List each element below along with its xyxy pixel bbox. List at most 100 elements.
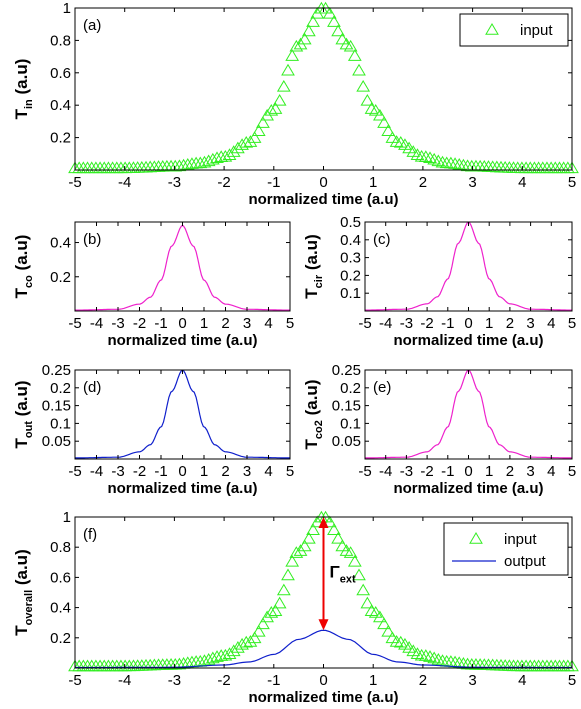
data-point bbox=[527, 659, 542, 672]
data-point bbox=[222, 647, 237, 659]
y-axis-label: Toverall (a.u) bbox=[12, 549, 35, 635]
data-point bbox=[297, 32, 312, 45]
data-point bbox=[427, 152, 442, 165]
data-point bbox=[444, 156, 458, 169]
y-axis-label: Tin (a.u) bbox=[12, 59, 35, 120]
x-tick-label: 1 bbox=[200, 315, 208, 332]
data-point bbox=[89, 659, 103, 672]
y-tick-label: 0.05 bbox=[332, 433, 361, 450]
x-tick-label: 3 bbox=[468, 672, 476, 689]
data-point bbox=[180, 157, 195, 170]
x-tick-label: 0 bbox=[319, 672, 327, 689]
data-point bbox=[548, 161, 563, 174]
x-axis-label: normalized time (a.u) bbox=[248, 689, 398, 706]
data-point bbox=[302, 24, 316, 37]
data-point bbox=[431, 653, 446, 665]
x-tick-label: -5 bbox=[358, 463, 371, 480]
y-tick-label: 0.3 bbox=[340, 250, 361, 267]
x-tick-label: 1 bbox=[200, 463, 208, 480]
y-tick-label: 1 bbox=[63, 0, 71, 17]
data-point bbox=[126, 161, 141, 173]
data-point bbox=[531, 659, 546, 672]
data-point bbox=[331, 24, 345, 37]
legend-box bbox=[459, 13, 569, 47]
data-point bbox=[222, 148, 237, 160]
y-tick-label: 1 bbox=[63, 509, 71, 526]
series-line-e bbox=[365, 369, 572, 459]
data-point bbox=[105, 659, 120, 672]
axes-box bbox=[364, 221, 573, 312]
x-tick-label: 0 bbox=[319, 174, 327, 191]
data-point bbox=[302, 531, 316, 544]
y-tick-label: 0.05 bbox=[42, 433, 71, 450]
data-point bbox=[452, 656, 467, 668]
data-point bbox=[389, 635, 404, 647]
data-point bbox=[339, 544, 354, 556]
data-point bbox=[410, 148, 425, 160]
data-point bbox=[335, 539, 350, 552]
data-point bbox=[540, 659, 554, 672]
x-tick-label: -5 bbox=[68, 315, 81, 332]
x-tick-label: 1 bbox=[369, 174, 377, 191]
data-point bbox=[97, 659, 112, 672]
x-tick-label: 4 bbox=[518, 672, 526, 689]
data-point bbox=[276, 79, 291, 92]
x-tick-label: 2 bbox=[221, 315, 229, 332]
data-point bbox=[80, 659, 95, 672]
x-axis-label: normalized time (a.u) bbox=[248, 191, 398, 208]
x-tick-label: -5 bbox=[358, 315, 371, 332]
y-tick-label: 0.25 bbox=[42, 362, 71, 379]
data-point bbox=[109, 659, 124, 672]
x-axis-label: normalized time (a.u) bbox=[107, 332, 257, 349]
data-point bbox=[285, 49, 300, 61]
data-point bbox=[527, 161, 542, 174]
panel-label: (a) bbox=[83, 17, 101, 34]
data-point bbox=[264, 103, 279, 116]
x-tick-label: 0 bbox=[464, 463, 472, 480]
x-tick-label: 3 bbox=[526, 315, 534, 332]
data-point bbox=[565, 161, 579, 174]
x-tick-label: 5 bbox=[568, 315, 576, 332]
x-tick-label: -4 bbox=[90, 315, 103, 332]
x-tick-label: 2 bbox=[506, 315, 514, 332]
data-point bbox=[180, 656, 195, 668]
y-tick-label: 0.2 bbox=[50, 130, 71, 147]
panel-label: (d) bbox=[83, 379, 101, 396]
data-point bbox=[435, 155, 450, 168]
data-point bbox=[205, 152, 220, 165]
x-tick-label: -3 bbox=[400, 463, 413, 480]
legend-marker-input bbox=[469, 532, 483, 544]
data-point bbox=[134, 659, 149, 671]
x-tick-label: 5 bbox=[286, 463, 294, 480]
data-point bbox=[268, 102, 283, 114]
x-tick-label: -2 bbox=[420, 463, 433, 480]
x-tick-label: 3 bbox=[526, 463, 534, 480]
y-tick-label: 0.1 bbox=[340, 415, 361, 432]
data-point bbox=[109, 161, 124, 174]
x-tick-label: 4 bbox=[264, 463, 272, 480]
x-tick-label: -3 bbox=[111, 463, 124, 480]
x-tick-label: 4 bbox=[547, 463, 555, 480]
data-point bbox=[381, 624, 396, 637]
data-point bbox=[251, 624, 266, 637]
x-tick-label: -1 bbox=[154, 315, 167, 332]
data-point bbox=[531, 161, 546, 174]
data-point bbox=[235, 637, 249, 650]
x-tick-label: -1 bbox=[267, 672, 280, 689]
data-point bbox=[523, 659, 538, 672]
panel-label: (b) bbox=[83, 231, 101, 248]
x-tick-label: 0 bbox=[178, 463, 186, 480]
legend-label-input: input bbox=[520, 22, 553, 39]
data-point bbox=[535, 161, 550, 174]
x-tick-label: -2 bbox=[133, 315, 146, 332]
data-point bbox=[80, 161, 95, 174]
data-point bbox=[368, 606, 383, 618]
data-point bbox=[172, 159, 187, 172]
data-point bbox=[377, 116, 391, 128]
x-tick-label: -4 bbox=[118, 672, 131, 689]
data-point bbox=[89, 161, 103, 174]
data-point bbox=[226, 145, 241, 157]
data-point bbox=[84, 161, 99, 174]
x-tick-label: -4 bbox=[379, 463, 392, 480]
